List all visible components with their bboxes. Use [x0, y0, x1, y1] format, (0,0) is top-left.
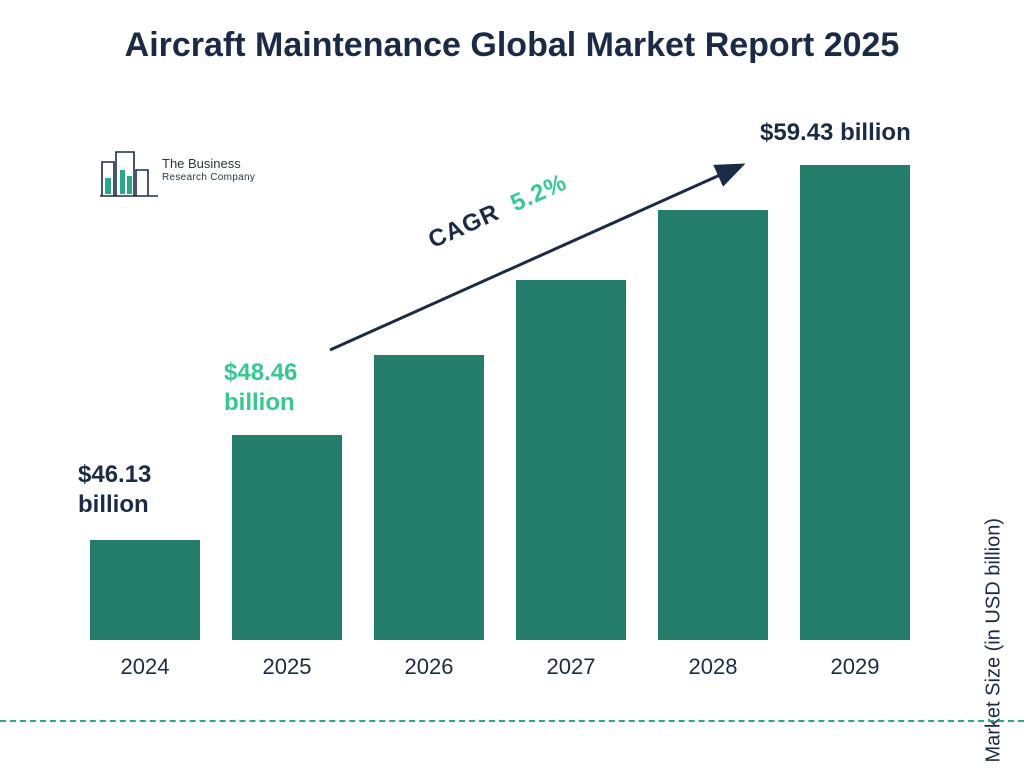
- trend-arrow: [0, 0, 1024, 768]
- divider-dash: [0, 720, 1024, 722]
- y-axis-label: Market Size (in USD billion): [983, 518, 1006, 763]
